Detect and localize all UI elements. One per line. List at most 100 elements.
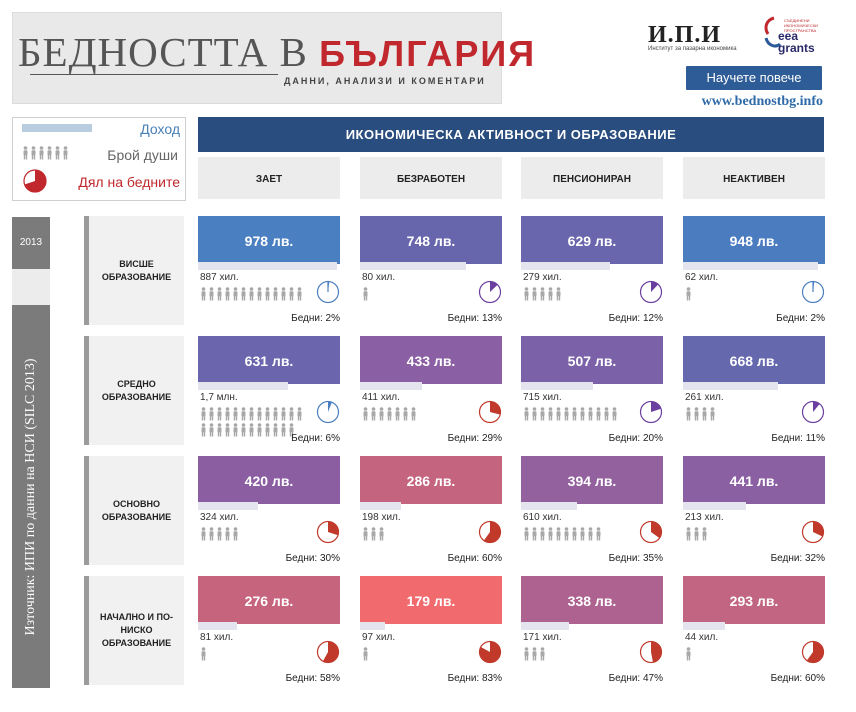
person-icon [240, 287, 247, 306]
person-icon [208, 407, 215, 426]
people-count: 715 хил. [523, 392, 562, 403]
people-count: 44 хил. [685, 632, 719, 643]
cell-r1-c2: 507 лв. 715 хил. Бедни: 20% [521, 336, 663, 456]
poverty-pie-icon [316, 640, 340, 669]
person-icon [693, 407, 700, 426]
income-value: 948 лв. [683, 216, 825, 264]
person-icon [531, 287, 538, 306]
eea-name: eea grants [778, 30, 815, 54]
person-icon [362, 407, 369, 426]
eea-grants-logo-icon[interactable] [762, 16, 782, 52]
column-header-employed: ЗАЕТ [198, 157, 340, 199]
people-count: 279 хил. [523, 272, 562, 283]
income-bar [360, 502, 401, 510]
title-part-2: БЪЛГАРИЯ [319, 33, 537, 74]
person-icon [595, 407, 602, 426]
person-icon [386, 407, 393, 426]
person-icon [216, 287, 223, 306]
person-icon [701, 527, 708, 546]
people-count: 610 хил. [523, 512, 562, 523]
eea-name-1: eea [778, 29, 799, 43]
person-icon [280, 407, 287, 426]
cell-r0-c2: 629 лв. 279 хил. Бедни: 12% [521, 216, 663, 336]
eea-name-2: grants [778, 41, 815, 55]
person-icon [216, 407, 223, 426]
person-icon [224, 423, 231, 442]
person-icon [46, 146, 53, 165]
poor-share: Бедни: 13% [447, 313, 502, 324]
person-icon [531, 647, 538, 666]
person-icon [362, 647, 369, 666]
cell-r0-c3: 948 лв. 62 хил. Бедни: 2% [683, 216, 825, 336]
person-icon [685, 407, 692, 426]
person-icon [394, 407, 401, 426]
person-icon [224, 527, 231, 546]
people-count: 887 хил. [200, 272, 239, 283]
person-icon [200, 287, 207, 306]
income-bar [198, 622, 238, 630]
learn-more-button[interactable]: Научете повече [686, 66, 822, 90]
eea-subtitle: СЪЕДИНЕНИ ИКОНОМИЧЕСКИ ПРОСТРАНСТВА [784, 18, 818, 33]
income-bar [683, 502, 746, 510]
person-icon [555, 527, 562, 546]
cell-r2-c1: 286 лв. 198 хил. Бедни: 60% [360, 456, 502, 576]
income-bar [521, 502, 577, 510]
person-icon [410, 407, 417, 426]
person-icon [240, 423, 247, 442]
rail-spacer [12, 269, 50, 305]
income-bar [198, 502, 258, 510]
poor-share: Бедни: 35% [608, 553, 663, 564]
income-value: 286 лв. [360, 456, 502, 504]
column-header-unemployed: БЕЗРАБОТЕН [360, 157, 502, 199]
main-title: ИКОНОМИЧЕСКА АКТИВНОСТ И ОБРАЗОВАНИЕ [198, 117, 824, 152]
source-panel: Източник: ИПИ по данни на НСИ (SILC 2013… [12, 305, 50, 688]
person-icon [264, 407, 271, 426]
person-icon [200, 407, 207, 426]
person-icon [22, 146, 29, 165]
person-icon [523, 287, 530, 306]
website-link[interactable]: www.bednostbg.info [701, 94, 823, 109]
person-icon [232, 423, 239, 442]
poverty-pie-icon [478, 640, 502, 669]
poverty-pie-icon [801, 640, 825, 669]
person-icon [248, 287, 255, 306]
income-bar [360, 262, 467, 270]
person-icon [693, 527, 700, 546]
person-icon [208, 423, 215, 442]
income-bar [198, 262, 337, 270]
person-icon [685, 527, 692, 546]
income-bar [521, 262, 611, 270]
person-icon [531, 527, 538, 546]
legend-income-label: Доход [140, 121, 180, 137]
income-value: 631 лв. [198, 336, 340, 384]
ipi-logo[interactable]: И.П.И [648, 22, 722, 48]
poor-share: Бедни: 60% [770, 673, 825, 684]
person-icon [232, 407, 239, 426]
cell-r2-c0: 420 лв. 324 хил. Бедни: 30% [198, 456, 340, 576]
person-icon [539, 287, 546, 306]
person-icon [224, 407, 231, 426]
row-label-higher: ВИСШЕ ОБРАЗОВАНИЕ [84, 216, 184, 325]
person-icon [523, 407, 530, 426]
legend-income-bar [22, 124, 92, 132]
income-value: 433 лв. [360, 336, 502, 384]
person-icon [362, 287, 369, 306]
income-value: 441 лв. [683, 456, 825, 504]
legend-pie-icon [23, 169, 47, 193]
poor-share: Бедни: 29% [447, 433, 502, 444]
cell-r2-c2: 394 лв. 610 хил. Бедни: 35% [521, 456, 663, 576]
people-count: 411 хил. [362, 392, 400, 403]
poverty-pie-icon [478, 280, 502, 309]
people-count: 213 хил. [685, 512, 724, 523]
person-icon [523, 647, 530, 666]
person-icon [216, 527, 223, 546]
person-icon [296, 287, 303, 306]
person-icon [685, 647, 692, 666]
person-icon [264, 423, 271, 442]
person-icon [30, 146, 37, 165]
poor-share: Бедни: 6% [291, 433, 340, 444]
row-label-primary: НАЧАЛНО И ПО-НИСКО ОБРАЗОВАНИЕ [84, 576, 184, 685]
income-bar [521, 622, 569, 630]
person-icon [547, 287, 554, 306]
person-icon [200, 647, 207, 666]
